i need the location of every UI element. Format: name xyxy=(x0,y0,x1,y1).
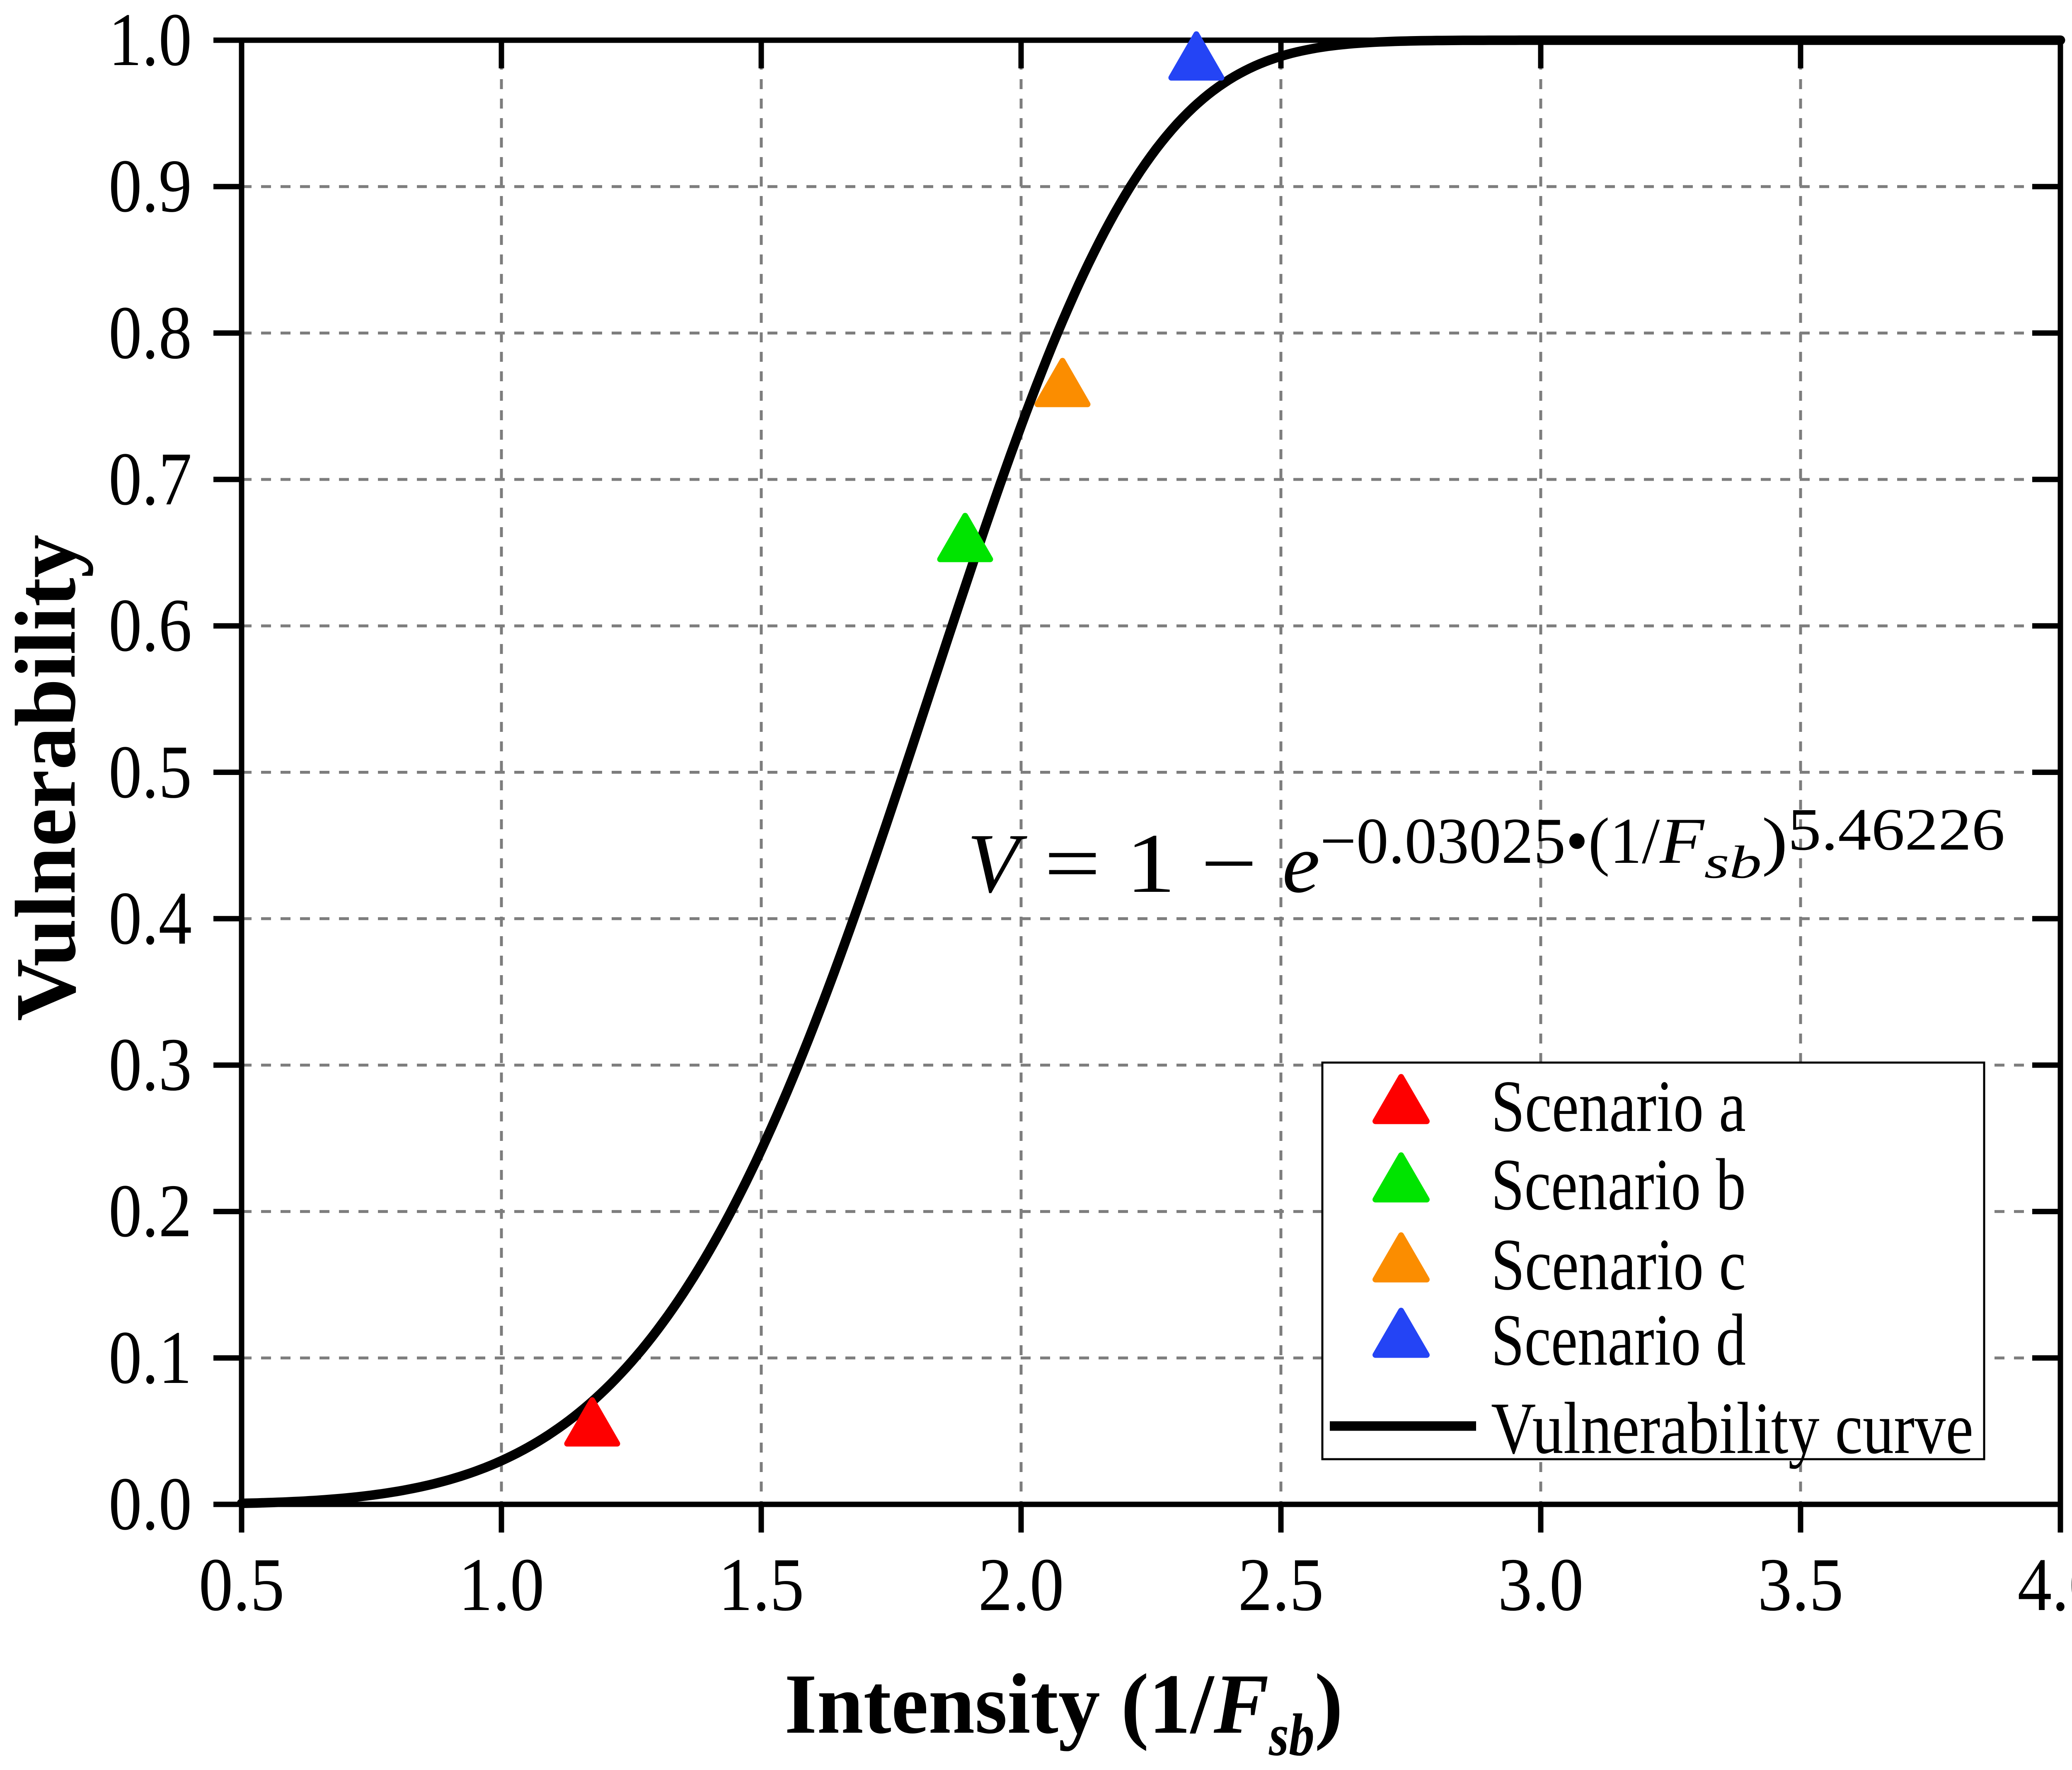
svg-text:0.5: 0.5 xyxy=(109,730,192,814)
svg-text:0.8: 0.8 xyxy=(109,291,192,375)
svg-text:2.0: 2.0 xyxy=(978,1542,1064,1627)
svg-text:Intensity (1/Fsb): Intensity (1/Fsb) xyxy=(784,1656,1343,1768)
svg-text:Vulnerability: Vulnerability xyxy=(0,535,93,1021)
svg-text:3.5: 3.5 xyxy=(1758,1542,1844,1627)
svg-text:1.0: 1.0 xyxy=(109,0,192,82)
svg-text:0.4: 0.4 xyxy=(109,876,192,960)
svg-text:2.5: 2.5 xyxy=(1238,1542,1324,1627)
svg-text:0.2: 0.2 xyxy=(109,1169,192,1253)
svg-text:Scenario b: Scenario b xyxy=(1491,1143,1746,1225)
svg-text:Scenario c: Scenario c xyxy=(1491,1223,1746,1305)
svg-text:0.5: 0.5 xyxy=(199,1542,285,1627)
svg-text:0.9: 0.9 xyxy=(109,144,192,228)
svg-text:Vulnerability curve: Vulnerability curve xyxy=(1491,1387,1973,1469)
svg-text:Scenario a: Scenario a xyxy=(1491,1065,1746,1147)
svg-text:0.7: 0.7 xyxy=(109,437,192,521)
svg-text:0.0: 0.0 xyxy=(109,1462,192,1546)
svg-text:0.3: 0.3 xyxy=(109,1022,192,1107)
svg-text:0.6: 0.6 xyxy=(109,583,192,667)
svg-text:0.1: 0.1 xyxy=(109,1315,192,1400)
svg-text:3.0: 3.0 xyxy=(1498,1542,1584,1627)
svg-text:1.0: 1.0 xyxy=(459,1542,545,1627)
svg-text:1.5: 1.5 xyxy=(719,1542,804,1627)
svg-text:Scenario d: Scenario d xyxy=(1491,1299,1746,1381)
svg-text:V = 1 − e−0.03025•(1/Fsb)5.462: V = 1 − e−0.03025•(1/Fsb)5.46226 xyxy=(967,797,2005,910)
svg-text:4.0: 4.0 xyxy=(2018,1542,2072,1627)
